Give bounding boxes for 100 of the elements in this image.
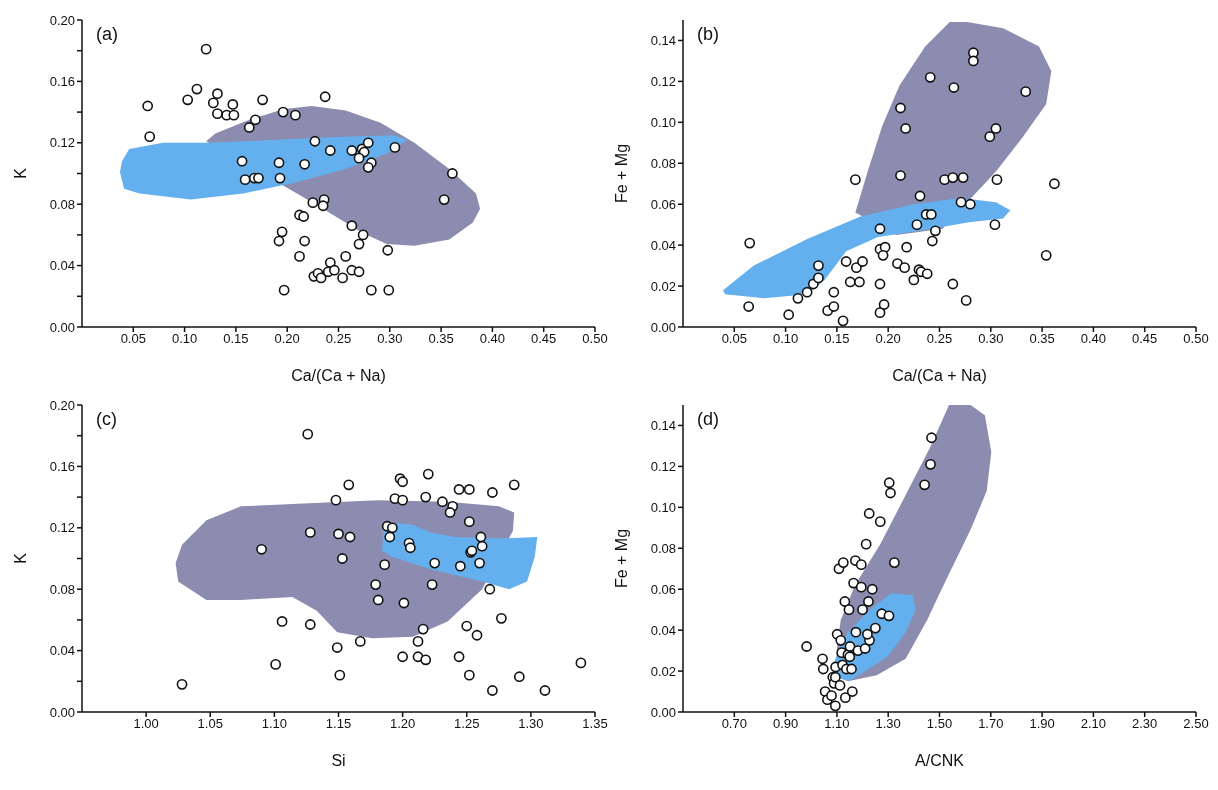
x-tick-label: 1.70 <box>978 716 1004 732</box>
y-tick-label: 0.04 <box>650 622 676 638</box>
point <box>837 315 849 327</box>
y-axis-title: K <box>11 167 29 179</box>
point <box>914 190 926 202</box>
y-tick-label: 0.12 <box>650 74 676 90</box>
chart-title: (a) <box>96 24 118 45</box>
x-axis-title: A/CNK <box>915 752 965 769</box>
x-tick-label: 2.30 <box>1132 716 1158 732</box>
x-tick-label: 0.35 <box>1029 331 1055 347</box>
y-tick-label: 0.00 <box>650 704 676 720</box>
point <box>989 219 1001 231</box>
point <box>829 700 841 712</box>
point <box>925 209 937 220</box>
y-tick-label: 0.06 <box>650 196 676 212</box>
y-tick-label: 0.04 <box>49 258 75 274</box>
y-tick-label: 0.12 <box>49 520 75 536</box>
point <box>883 610 895 622</box>
point <box>895 102 906 114</box>
point <box>844 276 856 288</box>
x-tick-label: 1.20 <box>389 716 416 732</box>
point <box>874 223 886 235</box>
x-tick-label: 0.25 <box>926 331 953 347</box>
y-tick-label: 0.12 <box>49 135 75 151</box>
x-tick-label: 1.30 <box>875 716 901 732</box>
y-tick-label: 0.08 <box>49 581 75 597</box>
x-tick-label: 0.20 <box>875 331 901 347</box>
point <box>859 643 871 654</box>
y-tick-label: 0.16 <box>49 74 75 90</box>
chart-title: (b) <box>697 24 719 45</box>
point <box>855 559 867 571</box>
point <box>869 622 881 634</box>
point <box>844 641 856 652</box>
point <box>862 628 873 640</box>
point <box>901 241 913 253</box>
x-tick-label: 0.35 <box>428 331 454 347</box>
y-tick-label: 0.12 <box>650 459 676 475</box>
point <box>828 301 840 312</box>
x-tick-label: 1.90 <box>1029 716 1055 732</box>
y-tick-label: 0.20 <box>49 397 75 413</box>
point <box>849 174 861 186</box>
x-tick-label: 1.50 <box>926 716 953 732</box>
x-tick-label: 1.05 <box>197 716 223 732</box>
point <box>878 299 890 310</box>
point <box>743 301 755 312</box>
point <box>955 196 967 208</box>
y-tick-label: 0.00 <box>49 704 75 720</box>
point <box>863 596 874 607</box>
y-axis-title: Fe + Mg <box>612 528 630 589</box>
point <box>857 256 868 267</box>
x-tick-label: 0.40 <box>1080 331 1107 347</box>
x-tick-label: 0.50 <box>1183 331 1209 347</box>
point <box>848 577 859 589</box>
point <box>911 219 923 231</box>
x-tick-label: 0.30 <box>377 331 403 347</box>
point <box>813 260 824 271</box>
x-tick-label: 0.10 <box>772 331 799 347</box>
y-tick-label: 0.14 <box>650 33 676 49</box>
y-axis-title: Fe + Mg <box>612 143 630 204</box>
point <box>984 131 996 143</box>
point <box>960 294 972 306</box>
x-tick-label: 0.15 <box>824 331 850 347</box>
point <box>926 235 938 247</box>
point <box>874 516 886 528</box>
point <box>846 686 858 697</box>
x-tick-label: 0.10 <box>171 331 198 347</box>
point <box>874 307 886 319</box>
point <box>817 653 828 665</box>
point <box>883 477 895 489</box>
x-tick-label: 1.35 <box>582 716 608 732</box>
x-axis-title: Ca/(Ca + Na) <box>892 367 987 384</box>
x-tick-label: 0.90 <box>772 716 799 732</box>
point <box>957 172 969 183</box>
point <box>926 432 937 444</box>
point <box>930 225 941 237</box>
x-tick-label: 2.50 <box>1183 716 1209 732</box>
point <box>866 583 878 595</box>
point <box>925 458 936 470</box>
x-tick-label: 1.10 <box>261 716 288 732</box>
y-tick-label: 0.02 <box>650 278 676 294</box>
point <box>900 123 912 134</box>
point <box>744 237 756 249</box>
point <box>839 596 851 607</box>
x-tick-label: 0.40 <box>479 331 506 347</box>
x-tick-label: 0.70 <box>721 716 747 732</box>
point <box>947 278 959 290</box>
y-tick-label: 0.10 <box>650 114 676 130</box>
point <box>888 557 900 568</box>
x-tick-label: 1.15 <box>325 716 352 732</box>
x-tick-label: 1.30 <box>518 716 544 732</box>
x-tick-label: 0.05 <box>120 331 146 347</box>
point <box>846 663 857 675</box>
point <box>991 174 1003 186</box>
point <box>967 55 979 67</box>
x-tick-label: 1.10 <box>824 716 850 732</box>
x-tick-label: 0.30 <box>978 331 1004 347</box>
point <box>877 249 889 261</box>
point <box>885 487 896 499</box>
y-tick-label: 0.08 <box>49 196 75 212</box>
point <box>919 479 931 491</box>
